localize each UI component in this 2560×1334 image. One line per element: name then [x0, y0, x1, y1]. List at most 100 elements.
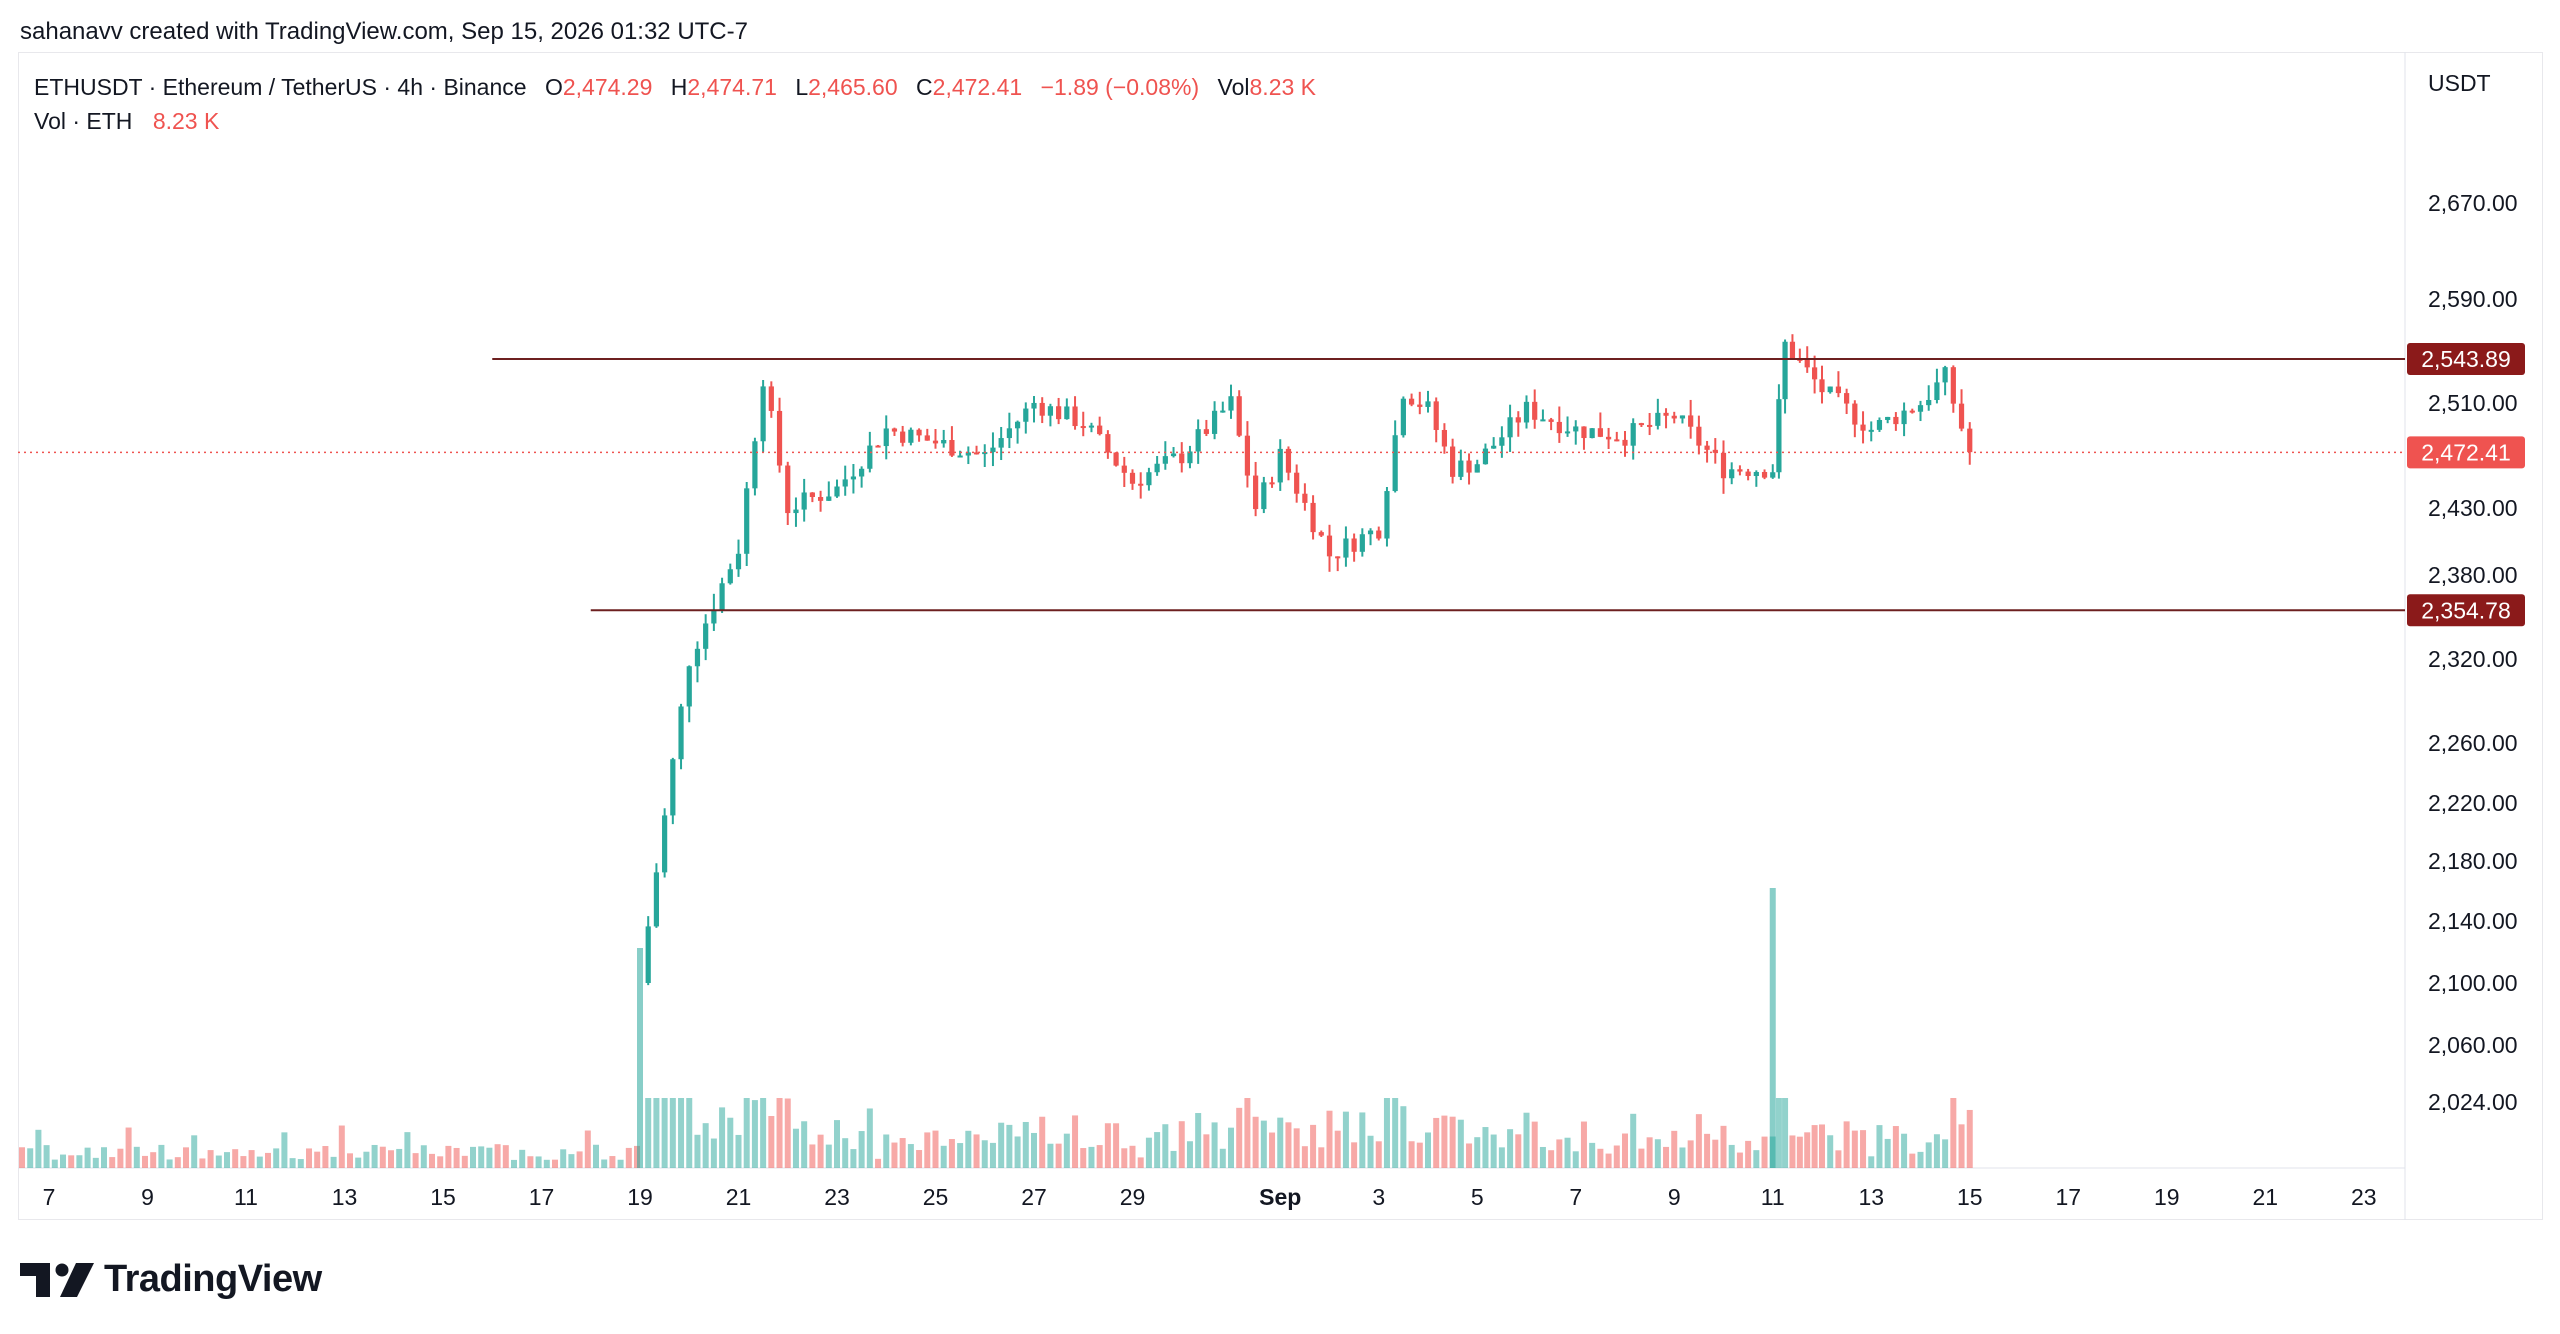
brand-name: TradingView [104, 1258, 322, 1300]
candle-body [1261, 482, 1267, 510]
candle-body [1737, 469, 1743, 472]
close-label: C [916, 74, 933, 100]
candle-body [1031, 402, 1037, 409]
volume-bar [92, 1157, 99, 1168]
candle-body [752, 441, 758, 489]
volume-bar [850, 1149, 857, 1168]
volume-bar [899, 1138, 906, 1168]
volume-bar [1804, 1132, 1811, 1168]
tradingview-brand[interactable]: TradingView [20, 1258, 322, 1301]
horizontal-levels: 2,543.89 2,354.78 2,472.41 [18, 342, 2525, 627]
volume-series-label[interactable]: Vol · ETH [34, 108, 133, 134]
chart-legend: ETHUSDT · Ethereum / TetherUS · 4h · Bin… [34, 70, 1316, 138]
volume-bar [1687, 1140, 1694, 1168]
volume-bar [1457, 1119, 1464, 1168]
candle-body [998, 438, 1004, 448]
volume-bar [940, 1145, 947, 1168]
high-value: 2,474.71 [687, 74, 777, 100]
candle-body [1064, 406, 1070, 420]
candle-body [1671, 415, 1677, 419]
candle-body [1909, 410, 1915, 413]
volume-bar [1219, 1148, 1226, 1168]
candle-body [1812, 367, 1818, 380]
candlesticks [645, 334, 1973, 986]
volume-bar [1031, 1132, 1037, 1168]
candle-body [1876, 419, 1883, 430]
candle-body [867, 445, 873, 469]
candle-body [834, 486, 840, 497]
volume-bar [1154, 1132, 1161, 1168]
volume-bar [207, 1150, 214, 1168]
volume-bar [1113, 1123, 1120, 1168]
candle-body [1885, 416, 1891, 420]
time-tick-label: 11 [1761, 1184, 1785, 1210]
volume-bar [1868, 1156, 1875, 1168]
volume-bar [1408, 1141, 1415, 1168]
volume-bar [1728, 1144, 1735, 1168]
candle-body [850, 476, 857, 480]
price-axis[interactable]: 2,670.00 2,590.00 2,510.00 2,430.00 2,380.00… [2428, 190, 2518, 1115]
volume-bar [1449, 1116, 1456, 1168]
volume-bar [1400, 1106, 1407, 1168]
volume-bar [645, 1098, 652, 1168]
candle-body [703, 623, 709, 649]
volume-bar [1909, 1153, 1916, 1168]
volume-bar [429, 1153, 435, 1168]
candle-body [1729, 469, 1735, 479]
volume-bar [1597, 1148, 1604, 1168]
time-tick-label: 21 [2252, 1184, 2278, 1210]
currency-unit-label[interactable]: USDT [2428, 70, 2491, 96]
vol-value: 8.23 K [1249, 74, 1317, 100]
volume-bar [1605, 1153, 1612, 1168]
time-tick-label: 15 [1957, 1184, 1983, 1210]
volume-bar [1720, 1125, 1727, 1168]
volume-bar [142, 1155, 148, 1168]
volume-bar [1392, 1098, 1399, 1168]
volume-bar [1827, 1135, 1834, 1168]
volume-bar [240, 1156, 247, 1168]
volume-bar [1638, 1148, 1645, 1168]
candle-body [727, 569, 733, 584]
level-price-badge [2407, 342, 2525, 375]
price-tick-label: 2,670.00 [2428, 190, 2518, 216]
symbol-description[interactable]: ETHUSDT · Ethereum / TetherUS · 4h · Bin… [34, 74, 527, 100]
volume-bar [1531, 1121, 1538, 1168]
volume-bar [461, 1155, 468, 1168]
candle-body [916, 429, 922, 436]
candle-body [1088, 425, 1095, 428]
time-axis[interactable]: 7 9 11 13 15 17 19 21 23 25 27 29 Sep 3 5 7 9 11 13 15 17 19 2… [43, 1184, 2377, 1210]
volume-bar [1351, 1142, 1358, 1168]
price-tick-label: 2,180.00 [2428, 848, 2518, 874]
volume-bar [1145, 1137, 1152, 1168]
candle-body [1540, 419, 1546, 422]
time-tick-label: Sep [1259, 1184, 1301, 1210]
time-tick-label: 23 [2351, 1184, 2377, 1210]
candle-body [785, 465, 791, 514]
candle-body [1220, 410, 1226, 413]
candle-body [842, 479, 848, 487]
volume-bar [584, 1130, 591, 1168]
volume-bar [297, 1159, 304, 1168]
volume-bar [834, 1120, 840, 1168]
volume-bar [1334, 1130, 1341, 1168]
volume-bar [858, 1131, 865, 1168]
volume-bar [1811, 1125, 1818, 1168]
candle-body [1605, 436, 1612, 440]
volume-bar [1310, 1124, 1317, 1168]
candle-body [1860, 424, 1866, 431]
volume-bar [1539, 1146, 1546, 1168]
candle-body [1573, 426, 1579, 432]
volume-bar [617, 1159, 624, 1168]
volume-bar [1564, 1137, 1571, 1168]
volume-bar [1072, 1115, 1079, 1168]
level-price-badge [2407, 594, 2525, 627]
candle-body [1351, 538, 1357, 552]
candle-body [1835, 386, 1842, 394]
volume-bar [347, 1153, 353, 1168]
time-tick-label: 17 [2055, 1184, 2081, 1210]
volume-bar [150, 1152, 157, 1168]
chart-caption: sahanavv created with TradingView.com, S… [20, 18, 748, 45]
high-label: H [670, 74, 688, 100]
candle-body [1253, 475, 1259, 510]
